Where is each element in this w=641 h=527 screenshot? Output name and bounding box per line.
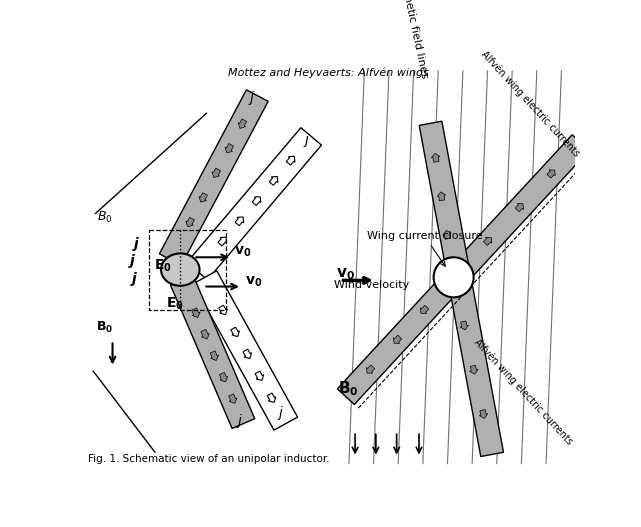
FancyArrow shape bbox=[186, 217, 194, 227]
FancyArrow shape bbox=[267, 393, 276, 403]
Text: Alfvén wing electric currents: Alfvén wing electric currents bbox=[479, 48, 582, 158]
FancyArrow shape bbox=[269, 177, 278, 186]
FancyArrow shape bbox=[515, 203, 524, 212]
FancyArrow shape bbox=[243, 349, 251, 358]
Text: $\mathbf{E_0}$: $\mathbf{E_0}$ bbox=[154, 258, 172, 274]
FancyArrow shape bbox=[229, 394, 237, 404]
Text: Wing current closure: Wing current closure bbox=[367, 231, 482, 266]
Text: $\mathbf{E_0}$: $\mathbf{E_0}$ bbox=[167, 296, 185, 313]
Polygon shape bbox=[187, 128, 322, 280]
Polygon shape bbox=[193, 271, 297, 430]
Text: Alfvén wing electric currents: Alfvén wing electric currents bbox=[472, 337, 574, 447]
FancyArrow shape bbox=[192, 308, 200, 317]
Polygon shape bbox=[171, 276, 254, 428]
FancyArrow shape bbox=[218, 237, 227, 246]
FancyArrow shape bbox=[287, 157, 295, 165]
Text: $B_0$: $B_0$ bbox=[97, 210, 113, 225]
Text: $\mathbf{B_0}$: $\mathbf{B_0}$ bbox=[96, 320, 113, 335]
FancyArrow shape bbox=[443, 230, 451, 239]
Ellipse shape bbox=[161, 253, 199, 286]
Text: j: j bbox=[249, 91, 253, 105]
FancyArrow shape bbox=[238, 119, 247, 129]
FancyArrow shape bbox=[252, 197, 261, 206]
FancyArrow shape bbox=[199, 193, 208, 202]
Text: j: j bbox=[238, 414, 242, 428]
FancyArrow shape bbox=[225, 143, 233, 153]
Polygon shape bbox=[419, 121, 503, 456]
Text: j: j bbox=[134, 237, 139, 251]
Polygon shape bbox=[160, 90, 268, 266]
FancyArrow shape bbox=[255, 371, 263, 380]
Text: j: j bbox=[278, 406, 282, 421]
FancyArrow shape bbox=[483, 237, 492, 246]
Circle shape bbox=[433, 257, 474, 297]
Text: j: j bbox=[129, 254, 134, 268]
Text: Magnetic field lines: Magnetic field lines bbox=[397, 0, 429, 79]
Text: j: j bbox=[132, 272, 137, 286]
FancyArrow shape bbox=[367, 365, 375, 373]
FancyArrow shape bbox=[437, 192, 445, 201]
FancyArrow shape bbox=[460, 321, 469, 330]
FancyArrow shape bbox=[201, 329, 210, 339]
Text: Wind velocity: Wind velocity bbox=[335, 280, 410, 290]
FancyArrow shape bbox=[235, 217, 244, 226]
Polygon shape bbox=[337, 135, 589, 405]
Text: $\mathbf{v_0}$: $\mathbf{v_0}$ bbox=[245, 274, 262, 289]
Text: $\mathbf{v_0}$: $\mathbf{v_0}$ bbox=[336, 266, 355, 282]
FancyArrow shape bbox=[219, 305, 228, 315]
FancyArrow shape bbox=[394, 335, 402, 343]
FancyArrow shape bbox=[231, 327, 240, 337]
FancyArrow shape bbox=[479, 409, 488, 418]
FancyArrow shape bbox=[547, 170, 555, 178]
FancyArrow shape bbox=[431, 153, 440, 162]
FancyArrow shape bbox=[420, 305, 429, 314]
FancyArrow shape bbox=[210, 351, 219, 360]
Text: Mottez and Heyvaerts: Alfvén wings: Mottez and Heyvaerts: Alfvén wings bbox=[228, 67, 429, 77]
Text: Fig. 1. Schematic view of an unipolar inductor.: Fig. 1. Schematic view of an unipolar in… bbox=[88, 454, 329, 464]
FancyArrow shape bbox=[470, 365, 478, 374]
FancyArrow shape bbox=[212, 168, 221, 178]
Text: $\mathbf{B_0}$: $\mathbf{B_0}$ bbox=[338, 379, 359, 397]
Text: j: j bbox=[304, 133, 308, 147]
Text: $\mathbf{v_0}$: $\mathbf{v_0}$ bbox=[234, 245, 252, 259]
FancyArrow shape bbox=[219, 373, 228, 382]
